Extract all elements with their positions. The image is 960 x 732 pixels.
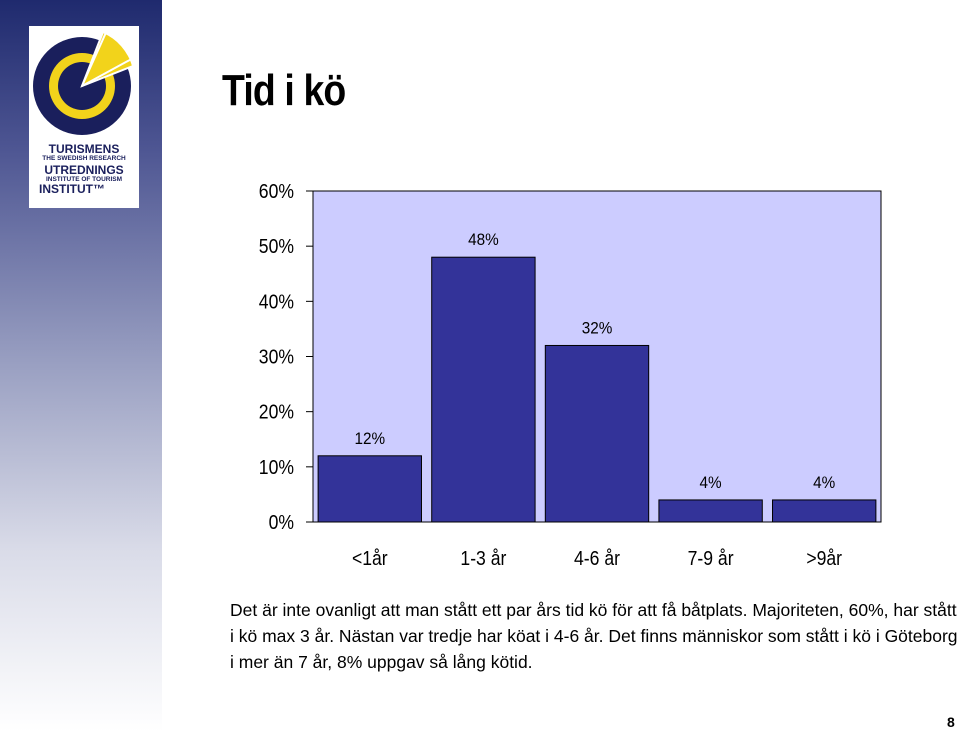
y-tick-label: 10% [259,456,294,478]
x-tick-label: 1-3 år [460,547,506,569]
bar [544,344,650,523]
x-axis: <1år 1-3 år 4-6 år 7-9 år >9år [352,547,842,569]
bars [317,256,877,523]
y-tick-label: 30% [259,345,294,367]
data-label: 48% [468,230,499,249]
caption-text: Det är inte ovanligt att man stått ett p… [230,600,958,672]
logo-text-3: UTREDNINGS [44,163,124,177]
logo-emblem [33,27,138,135]
data-label: 4% [700,473,722,492]
sidebar-gradient: TURISMENS THE SWEDISH RESEARCH UTREDNING… [0,0,162,732]
logo-text-2: THE SWEDISH RESEARCH [42,155,126,162]
y-tick-label: 20% [259,401,294,423]
y-tick-label: 40% [259,290,294,312]
y-tick-label: 50% [259,235,294,257]
x-tick-label: >9år [806,547,842,569]
page-title: Tid i kö [222,66,346,115]
data-labels: 12% 48% 32% 4% 4% [355,230,836,492]
bar [772,499,877,523]
x-tick-label: 4-6 år [574,547,620,569]
turismens-utredningsinstitut-logo: TURISMENS THE SWEDISH RESEARCH UTREDNING… [29,26,139,208]
y-tick-label: 60% [259,180,294,202]
logo-text-1: TURISMENS [48,142,120,156]
bar [431,256,536,523]
x-tick-label: <1år [352,547,388,569]
bar-chart: 0% 10% 20% 30% 40% 50% 60% 12% 48% 32% 4% 4% <1år 1… [259,180,882,569]
bar [317,455,422,523]
data-label: 12% [355,429,386,448]
page-number: 8 [947,714,955,730]
logo-text-5: INSTITUT™ [39,182,105,196]
x-tick-label: 7-9 år [688,547,734,569]
bar [658,499,763,523]
y-axis: 0% 10% 20% 30% 40% 50% 60% [259,180,313,533]
logo-text-4: INSTITUTE OF TOURISM [45,176,123,183]
data-label: 4% [813,473,835,492]
data-label: 32% [582,319,613,338]
y-tick-label: 0% [269,511,295,533]
